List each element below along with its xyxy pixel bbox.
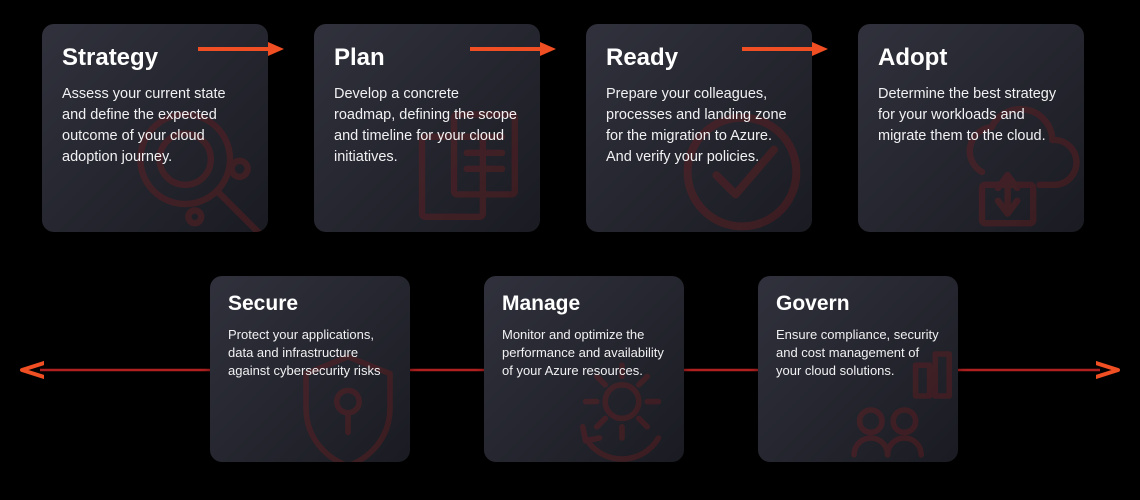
top-row: Strategy Assess your current state and d…: [42, 24, 1084, 232]
arrowhead-right-icon: [1096, 361, 1122, 379]
card-desc-govern: Ensure compliance, security and cost man…: [776, 326, 940, 381]
arrowhead-left-icon: [18, 361, 44, 379]
card-title-govern: Govern: [776, 292, 940, 316]
card-desc-ready: Prepare your colleagues, processes and l…: [606, 84, 792, 168]
card-desc-plan: Develop a concrete roadmap, defining the…: [334, 84, 520, 168]
card-desc-secure: Protect your applications, data and infr…: [228, 326, 392, 381]
card-title-manage: Manage: [502, 292, 666, 316]
card-govern: Govern Ensure compliance, security and c…: [758, 276, 958, 462]
card-title-adopt: Adopt: [878, 44, 1064, 72]
card-ready: Ready Prepare your colleagues, processes…: [586, 24, 812, 232]
card-title-strategy: Strategy: [62, 44, 248, 72]
bottom-row: Secure Protect your applications, data a…: [210, 276, 958, 462]
card-manage: Manage Monitor and optimize the performa…: [484, 276, 684, 462]
card-adopt: Adopt Determine the best strategy for yo…: [858, 24, 1084, 232]
card-plan: Plan Develop a concrete roadmap, definin…: [314, 24, 540, 232]
card-desc-manage: Monitor and optimize the performance and…: [502, 326, 666, 381]
card-strategy: Strategy Assess your current state and d…: [42, 24, 268, 232]
card-title-plan: Plan: [334, 44, 520, 72]
card-secure: Secure Protect your applications, data a…: [210, 276, 410, 462]
card-title-ready: Ready: [606, 44, 792, 72]
card-title-secure: Secure: [228, 292, 392, 316]
card-desc-adopt: Determine the best strategy for your wor…: [878, 84, 1064, 147]
card-desc-strategy: Assess your current state and define the…: [62, 84, 248, 168]
